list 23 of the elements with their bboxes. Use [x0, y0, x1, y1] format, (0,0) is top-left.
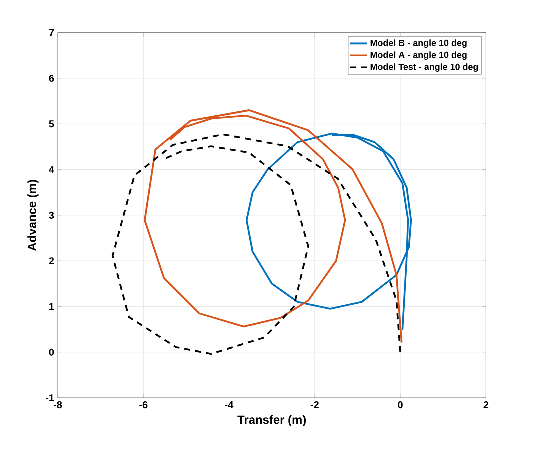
x-tick-label: 2: [484, 402, 489, 408]
x-tick-label: 0: [398, 402, 403, 409]
x-tick-label: -4: [225, 402, 234, 408]
y-tick-label: -1: [46, 394, 54, 402]
y-tick-label: 1: [50, 303, 54, 310]
y-axis-title: Advance (m): [28, 180, 39, 251]
line-series: [112, 134, 402, 356]
x-tick-label: -8: [54, 402, 62, 409]
legend-label: Model B - angle 10 deg: [370, 40, 467, 48]
x-tick-label: -2: [310, 402, 319, 408]
y-tick-label: 2: [49, 258, 54, 265]
y-tick-label: 4: [49, 166, 54, 174]
x-axis-title: Transfer (m): [238, 415, 306, 427]
y-tick-label: 5: [49, 120, 54, 128]
y-tick-label: 0: [49, 348, 54, 356]
y-tick-label: 6: [49, 74, 54, 82]
line-series: [246, 132, 412, 331]
x-tick-label: -6: [140, 402, 148, 409]
line-series: [144, 110, 403, 344]
legend-label: Model A - angle 10 deg: [370, 52, 467, 60]
y-tick-label: 7: [49, 29, 54, 36]
legend-label: Model Test - angle 10 deg: [370, 64, 478, 72]
y-tick-label: 3: [49, 212, 54, 219]
